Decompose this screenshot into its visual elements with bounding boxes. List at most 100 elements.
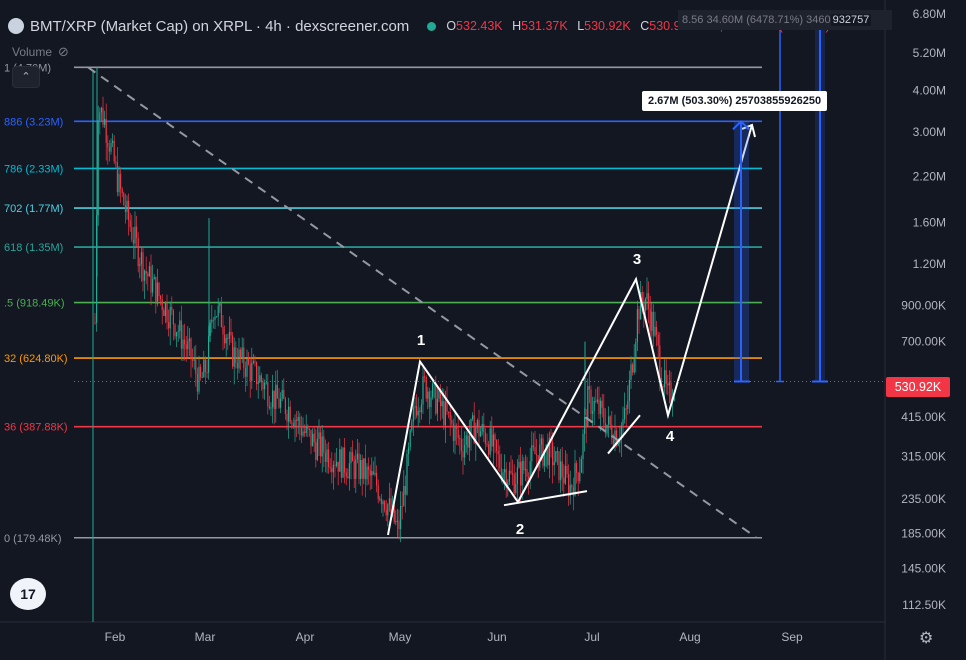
candle-body xyxy=(339,449,341,472)
candle-body xyxy=(302,431,304,436)
candle-body xyxy=(648,293,650,309)
candle-body xyxy=(664,370,666,388)
candle-body xyxy=(473,415,475,444)
candle-body xyxy=(561,461,563,478)
candle-body xyxy=(120,174,122,190)
candle-body xyxy=(267,382,269,407)
price-tick-label: 185.00K xyxy=(901,526,946,540)
candle-body xyxy=(662,386,664,388)
candle-body xyxy=(580,459,582,473)
candle-body xyxy=(384,501,386,510)
candle-body xyxy=(248,358,250,365)
candle-body xyxy=(529,461,531,479)
candle-body xyxy=(568,474,570,497)
candle-body xyxy=(161,299,163,311)
candle-body xyxy=(193,359,195,361)
candle-body xyxy=(516,467,518,484)
fib-level-label: 886 (3.23M) xyxy=(4,116,63,128)
candle-body xyxy=(108,147,110,152)
candle-body xyxy=(449,412,451,421)
candle-body xyxy=(280,398,282,408)
low-label: L xyxy=(577,19,585,33)
time-axis[interactable]: Feb Mar Apr May Jun Jul Aug Sep xyxy=(105,630,803,644)
candle-body xyxy=(288,406,290,422)
candle-body xyxy=(488,444,490,455)
measure-readout-top: 8.56 34.60M (6478.71%) 3460 932757 xyxy=(678,10,892,30)
candle-body xyxy=(337,461,339,472)
tradingview-logo-icon[interactable]: 17 xyxy=(10,578,46,610)
collapse-legend-button[interactable]: ⌃ xyxy=(12,66,40,88)
candle-body xyxy=(204,359,206,373)
candle-body xyxy=(97,120,99,216)
symbol-title[interactable]: BMT/XRP (Market Cap) on XRPL · 4h · dexs… xyxy=(30,17,410,35)
candle-body xyxy=(528,476,530,479)
candle-body xyxy=(385,509,387,516)
candle-body xyxy=(419,410,421,413)
candle-body xyxy=(540,438,542,445)
candle-body xyxy=(254,361,256,363)
candle-body xyxy=(169,307,171,329)
candle-body xyxy=(112,140,114,143)
candle-body xyxy=(152,279,154,293)
candle-body xyxy=(388,498,390,505)
candle-body xyxy=(502,472,504,479)
candle-body xyxy=(260,375,262,383)
candle-body xyxy=(436,398,438,414)
candle-body xyxy=(593,400,595,412)
time-tick-label: Mar xyxy=(195,630,216,644)
candle-body xyxy=(123,193,125,206)
price-axis[interactable]: 6.80M 5.20M 4.00M 3.00M 2.20M 1.60M 1.20M 900.0… xyxy=(901,7,946,612)
candle-body xyxy=(323,436,325,453)
candle-body xyxy=(147,273,149,277)
candle-body xyxy=(264,383,266,390)
candle-body xyxy=(601,400,603,408)
candle-body xyxy=(187,341,189,350)
candle-body xyxy=(496,440,498,451)
candle-body xyxy=(142,252,144,281)
candle-body xyxy=(214,316,216,320)
price-tick-label: 235.00K xyxy=(901,492,946,506)
candle-body xyxy=(136,226,138,238)
candle-body xyxy=(238,349,240,369)
candle-body xyxy=(396,520,398,522)
candle-body xyxy=(592,411,594,414)
candle-body xyxy=(526,469,528,477)
candle-body xyxy=(363,458,365,479)
candle-body xyxy=(113,140,115,162)
candle-body xyxy=(460,439,462,452)
candle-body xyxy=(312,433,314,447)
candle-body xyxy=(643,303,645,311)
candle-body xyxy=(638,309,640,320)
candle-body xyxy=(105,118,107,143)
candle-body xyxy=(121,189,123,194)
candle-body xyxy=(171,307,173,311)
drawings: 12345 xyxy=(74,30,885,539)
candle-body xyxy=(316,438,318,460)
candle-body xyxy=(100,107,102,113)
candle-body xyxy=(624,408,626,420)
candle-body xyxy=(249,364,251,381)
eye-off-icon[interactable]: ⊘ xyxy=(58,44,69,59)
candle-body xyxy=(500,468,502,479)
settings-gear-icon[interactable]: ⚙ xyxy=(919,630,934,647)
candle-body xyxy=(104,118,106,125)
candle-body xyxy=(200,366,202,378)
candle-body xyxy=(608,416,610,425)
candle-body xyxy=(652,311,654,336)
candle-body xyxy=(566,465,568,475)
market-open-icon xyxy=(427,21,437,31)
candle-body xyxy=(617,443,619,446)
candle-body xyxy=(448,411,450,413)
candle-body xyxy=(233,347,235,367)
candle-body xyxy=(440,391,442,407)
candle-body xyxy=(523,460,525,471)
support-line xyxy=(607,414,641,455)
candle-body xyxy=(451,420,453,424)
candles xyxy=(94,67,675,543)
candle-body xyxy=(420,404,422,413)
price-tick-label: 145.00K xyxy=(901,561,946,575)
candle-body xyxy=(313,433,315,443)
candle-body xyxy=(296,419,298,421)
candle-body xyxy=(387,504,389,516)
candle-body xyxy=(572,487,574,496)
